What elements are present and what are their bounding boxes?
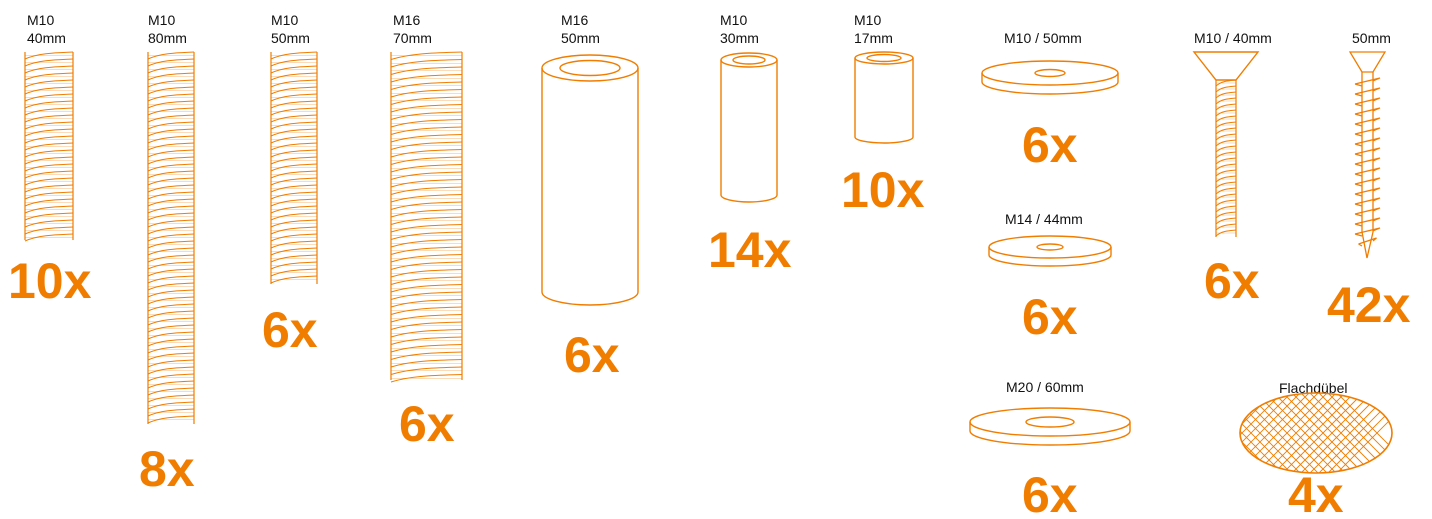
screw-label: 50mm: [1352, 30, 1391, 46]
part-count: 6x: [399, 396, 455, 452]
part-count: 10x: [841, 162, 925, 218]
part-count: 6x: [1204, 253, 1260, 309]
part-size: M10: [271, 12, 298, 28]
part-count: 8x: [139, 441, 195, 497]
washer-label: M20 / 60mm: [1006, 379, 1084, 395]
part-length: 80mm: [148, 30, 187, 46]
part-size: M10: [854, 12, 881, 28]
part-rod-m10-40: M10 40mm 10x: [8, 12, 92, 309]
part-count: 6x: [1022, 289, 1078, 345]
screw-label: M10 / 40mm: [1194, 30, 1272, 46]
washer-icon: [970, 408, 1130, 445]
washer-label: M10 / 50mm: [1004, 30, 1082, 46]
part-count: 4x: [1288, 467, 1344, 519]
part-washer-m20-60: M20 / 60mm 6x: [970, 379, 1130, 519]
part-count: 14x: [708, 222, 792, 278]
part-washer-m14-44: M14 / 44mm 6x: [989, 211, 1111, 345]
part-countersunk-m10-40: M10 / 40mm 6x: [1194, 30, 1272, 309]
washer-label: M14 / 44mm: [1005, 211, 1083, 227]
part-rod-m10-50: M10 50mm 6x: [262, 12, 318, 358]
part-size: M10: [148, 12, 175, 28]
countersunk-screw-icon: [1194, 52, 1258, 237]
part-count: 42x: [1327, 277, 1411, 333]
part-washer-m10-50: M10 / 50mm 6x: [982, 30, 1118, 173]
part-size: M16: [561, 12, 588, 28]
part-size: M16: [393, 12, 420, 28]
part-count: 6x: [262, 302, 318, 358]
part-sleeve-m10-30: M10 30mm 14x: [708, 12, 792, 278]
part-length: 50mm: [561, 30, 600, 46]
part-length: 17mm: [854, 30, 893, 46]
part-length: 70mm: [393, 30, 432, 46]
part-count: 10x: [8, 253, 92, 309]
part-length: 40mm: [27, 30, 66, 46]
part-size: M10: [720, 12, 747, 28]
sleeve-nut-icon: [721, 53, 777, 202]
part-count: 6x: [1022, 117, 1078, 173]
part-wood-screw-50: 50mm 42x: [1327, 30, 1411, 333]
washer-icon: [982, 61, 1118, 94]
threaded-rod-icon: [25, 52, 73, 241]
threaded-rod-icon: [391, 52, 462, 382]
sleeve-nut-icon: [542, 55, 638, 305]
part-sleeve-m16-50: M16 50mm 6x: [542, 12, 638, 383]
sleeve-nut-icon: [855, 52, 913, 143]
part-length: 30mm: [720, 30, 759, 46]
part-length: 50mm: [271, 30, 310, 46]
part-rod-m10-80: M10 80mm 8x: [139, 12, 195, 497]
part-sleeve-m10-17: M10 17mm 10x: [841, 12, 925, 218]
part-count: 6x: [1022, 467, 1078, 519]
part-size: M10: [27, 12, 54, 28]
threaded-rod-icon: [271, 52, 317, 284]
wood-screw-icon: [1350, 52, 1385, 258]
part-flachduebel: Flachdübel 4x: [1040, 380, 1417, 519]
threaded-rod-icon: [148, 52, 194, 424]
washer-icon: [989, 236, 1111, 266]
part-rod-m16-70: M16 70mm 6x: [391, 12, 462, 452]
part-count: 6x: [564, 327, 620, 383]
